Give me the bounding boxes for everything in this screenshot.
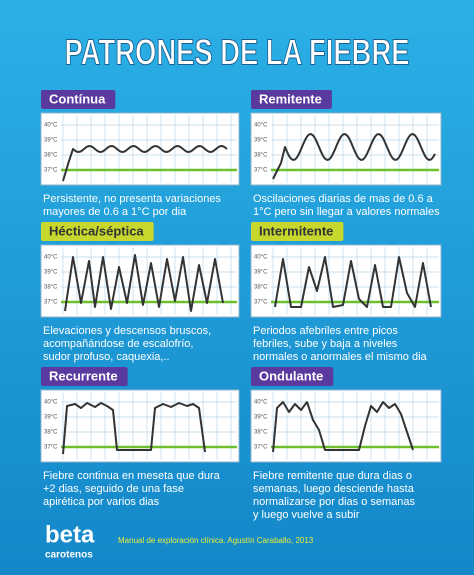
panel: Héctica/séptica 40°C 39°C 38°C 37°C Elevacion… (40, 222, 240, 363)
description: y luego vuelve a subir (253, 509, 360, 521)
y-tick-label: 39°C (254, 270, 268, 276)
description: apirética por varios dias (43, 496, 160, 508)
temperature-curve (274, 256, 432, 308)
description: sudor profuso, caquexia,.. (43, 351, 170, 363)
description: 1°C pero sin llegar a valores normales (253, 206, 440, 218)
description: Periodos afebriles entre picos (253, 325, 398, 337)
description: febriles, sube y baja a niveles (253, 338, 398, 350)
y-tick-label: 39°C (254, 415, 268, 421)
y-tick-label: 38°C (44, 430, 58, 436)
label-pill (41, 90, 116, 109)
temperature-curve (62, 402, 206, 455)
chart-box (40, 389, 240, 463)
temperature-curve (64, 254, 224, 312)
y-tick-label: 37°C (44, 168, 58, 174)
y-tick-label: 37°C (254, 300, 268, 306)
chart: 40°C 39°C 38°C 37°C (250, 244, 442, 318)
y-tick-label: 37°C (44, 300, 58, 306)
y-tick-label: 40°C (254, 123, 268, 129)
description: normalizarse por dias o semanas (253, 496, 416, 508)
panel-label: Héctica/séptica (49, 223, 144, 238)
description: Fiebre remitente que dura dias o (253, 470, 412, 482)
panel-label: Recurrente (49, 368, 118, 383)
y-tick-label: 37°C (254, 445, 268, 451)
y-tick-label: 38°C (44, 153, 58, 159)
temperature-curve (272, 133, 436, 180)
label-pill (41, 367, 128, 386)
label-pill (41, 222, 154, 241)
description: normales o anormales el mismo dia (253, 351, 428, 363)
panel: Ondulante 40°C 39°C 38°C 37°C Fiebre remitent… (250, 367, 442, 521)
temperature-curve (272, 401, 414, 453)
y-tick-label: 38°C (44, 285, 58, 291)
y-tick-label: 40°C (254, 400, 268, 406)
description: Oscilaciones diarias de mas de 0.6 a (253, 193, 434, 205)
y-tick-label: 39°C (44, 270, 58, 276)
y-tick-label: 37°C (254, 168, 268, 174)
chart: 40°C 39°C 38°C 37°C (40, 389, 240, 463)
description: Persistente, no presenta variaciones (43, 193, 221, 205)
description: Fiebre continua en meseta que dura (43, 470, 221, 482)
chart: 40°C 39°C 38°C 37°C (250, 112, 442, 186)
y-tick-label: 39°C (44, 415, 58, 421)
label-pill (251, 90, 332, 109)
chart: 40°C 39°C 38°C 37°C (40, 112, 240, 186)
panel-label: Remitente (259, 91, 322, 106)
description: mayores de 0.6 a 1°C por dia (43, 206, 187, 218)
title: PATRONES DE LA FIEBRE (65, 32, 410, 73)
y-tick-label: 40°C (44, 123, 58, 129)
panel: Recurrente 40°C 39°C 38°C 37°C Fiebre continu… (40, 367, 240, 508)
chart: 40°C 39°C 38°C 37°C (250, 389, 442, 463)
y-tick-label: 37°C (44, 445, 58, 451)
chart-box (250, 389, 442, 463)
panel-label: Intermitente (259, 223, 333, 238)
description: semanas, luego desciende hasta (253, 483, 415, 495)
temperature-curve (62, 145, 228, 182)
y-tick-label: 40°C (254, 255, 268, 261)
y-tick-label: 38°C (254, 153, 268, 159)
brand: beta (45, 521, 95, 548)
description: Elevaciones y descensos bruscos, (43, 325, 211, 337)
label-pill (251, 367, 334, 386)
y-tick-label: 38°C (254, 285, 268, 291)
description: +2 dias, seguido de una fase (43, 483, 184, 495)
panel: Intermitente 40°C 39°C 38°C 37°C Periodos afe… (250, 222, 442, 363)
y-tick-label: 40°C (44, 255, 58, 261)
panel: Contínua 40°C 39°C 38°C 37°C Persistente, no … (40, 90, 240, 218)
y-tick-label: 39°C (44, 138, 58, 144)
panel-label: Contínua (49, 91, 106, 106)
chart-box (250, 112, 442, 186)
label-pill (251, 222, 344, 241)
panel-label: Ondulante (259, 368, 323, 383)
y-tick-label: 39°C (254, 138, 268, 144)
panels: Contínua 40°C 39°C 38°C 37°C Persistente, no … (40, 90, 442, 521)
brand-sub: carotenos (45, 550, 93, 561)
y-tick-label: 40°C (44, 400, 58, 406)
description: acompañándose de escalofrío, (43, 338, 193, 350)
panel: Remitente 40°C 39°C 38°C 37°C Oscilaciones di… (250, 90, 442, 218)
y-tick-label: 38°C (254, 430, 268, 436)
chart: 40°C 39°C 38°C 37°C (40, 244, 240, 318)
citation: Manual de exploración clínica. Agustín C… (118, 536, 314, 545)
